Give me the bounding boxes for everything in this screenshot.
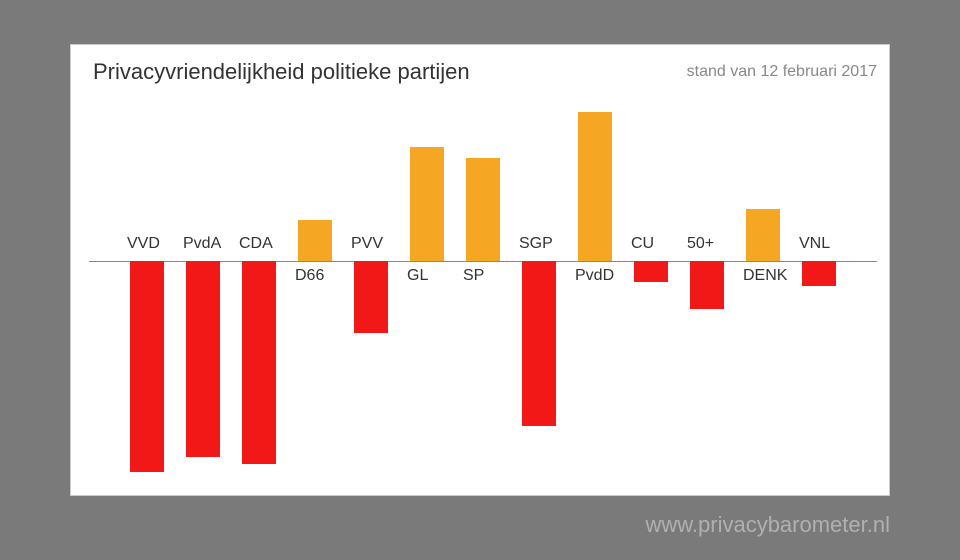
bar-label: PvdD — [575, 267, 614, 285]
bar-label: 50+ — [687, 235, 714, 253]
chart-subtitle: stand van 12 februari 2017 — [687, 63, 877, 81]
bar-label: VNL — [799, 235, 830, 253]
bar — [802, 261, 836, 286]
bar-label: SP — [463, 267, 484, 285]
chart-panel: Privacyvriendelijkheid politieke partije… — [70, 44, 890, 496]
bar — [522, 261, 556, 426]
bar — [298, 220, 332, 261]
bar-label: SGP — [519, 235, 553, 253]
bar — [242, 261, 276, 464]
bar-label: D66 — [295, 267, 324, 285]
bar — [746, 209, 780, 261]
bar — [410, 147, 444, 261]
bar-label: VVD — [127, 235, 160, 253]
bar-label: GL — [407, 267, 428, 285]
bar — [634, 261, 668, 282]
page-root: Privacyvriendelijkheid politieke partije… — [0, 0, 960, 560]
bar — [690, 261, 724, 309]
bar — [578, 112, 612, 261]
bar — [130, 261, 164, 472]
bar-label: DENK — [743, 267, 787, 285]
bar-label: PVV — [351, 235, 383, 253]
plot-area: VVD PvdA CDA D66 PVV GL SP SGP PvdD CU 50+ DENK VNL — [89, 101, 877, 473]
chart-title: Privacyvriendelijkheid politieke partije… — [93, 59, 470, 85]
bar — [466, 158, 500, 261]
bar — [354, 261, 388, 333]
attribution-text: www.privacybarometer.nl — [645, 512, 890, 538]
bar — [186, 261, 220, 457]
bar-label: CDA — [239, 235, 273, 253]
bar-label: CU — [631, 235, 654, 253]
bar-label: PvdA — [183, 235, 221, 253]
